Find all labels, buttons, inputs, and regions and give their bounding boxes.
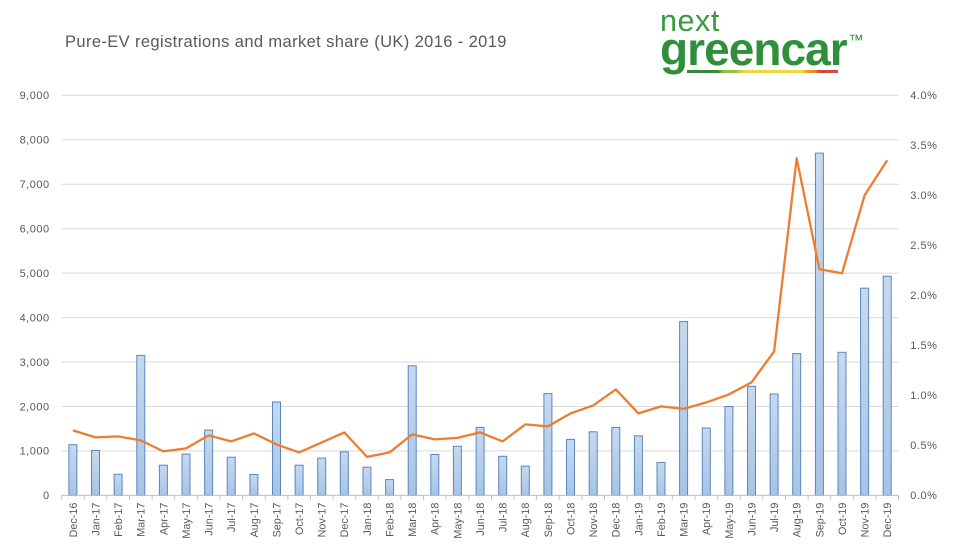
svg-text:0.5%: 0.5% [910,440,937,452]
svg-text:Oct-17: Oct-17 [294,503,306,535]
svg-text:Aug-19: Aug-19 [792,503,804,538]
svg-text:0: 0 [43,490,50,502]
svg-text:Mar-18: Mar-18 [407,503,419,537]
svg-text:Jan-18: Jan-18 [362,503,374,536]
svg-text:7,000: 7,000 [20,179,50,191]
svg-text:3.5%: 3.5% [910,140,937,152]
svg-text:Jan-19: Jan-19 [633,503,645,536]
svg-text:Feb-18: Feb-18 [385,503,397,537]
svg-text:1.5%: 1.5% [910,340,937,352]
svg-text:3.0%: 3.0% [910,190,937,202]
svg-text:Aug-18: Aug-18 [520,503,532,538]
svg-text:6,000: 6,000 [20,224,50,236]
svg-text:1.0%: 1.0% [910,390,937,402]
svg-text:Jul-18: Jul-18 [498,503,510,532]
svg-text:Sep-19: Sep-19 [814,503,826,538]
svg-text:Jul-19: Jul-19 [769,503,781,532]
svg-text:Feb-17: Feb-17 [113,503,125,537]
svg-text:Aug-17: Aug-17 [249,503,261,538]
svg-text:2.0%: 2.0% [910,290,937,302]
svg-text:Apr-18: Apr-18 [430,503,442,535]
svg-text:Nov-19: Nov-19 [860,503,872,538]
svg-text:Mar-19: Mar-19 [679,503,691,537]
svg-text:4.0%: 4.0% [910,90,937,102]
svg-text:Mar-17: Mar-17 [136,503,148,537]
svg-text:3,000: 3,000 [20,357,50,369]
svg-text:1,000: 1,000 [20,446,50,458]
svg-text:Oct-18: Oct-18 [565,503,577,535]
svg-text:Apr-17: Apr-17 [158,503,170,535]
svg-text:Dec-18: Dec-18 [611,503,623,538]
svg-text:Dec-16: Dec-16 [68,503,80,538]
svg-text:Jan-17: Jan-17 [90,503,102,536]
svg-text:Nov-18: Nov-18 [588,503,600,538]
svg-text:9,000: 9,000 [20,90,50,102]
svg-text:Feb-19: Feb-19 [656,503,668,537]
svg-text:5,000: 5,000 [20,268,50,280]
svg-text:Jun-17: Jun-17 [204,503,216,536]
svg-text:Jun-19: Jun-19 [746,503,758,536]
svg-text:May-19: May-19 [724,503,736,539]
svg-text:Dec-17: Dec-17 [339,503,351,538]
svg-text:Oct-19: Oct-19 [837,503,849,535]
svg-text:May-18: May-18 [452,503,464,539]
svg-text:Sep-18: Sep-18 [543,503,555,538]
svg-text:Jul-17: Jul-17 [226,503,238,532]
svg-text:2,000: 2,000 [20,401,50,413]
svg-text:Dec-19: Dec-19 [882,503,894,538]
svg-text:Jun-18: Jun-18 [475,503,487,536]
svg-text:2.5%: 2.5% [910,240,937,252]
svg-text:Nov-17: Nov-17 [317,503,329,538]
svg-text:0.0%: 0.0% [910,490,937,502]
svg-text:8,000: 8,000 [20,135,50,147]
svg-text:4,000: 4,000 [20,312,50,324]
svg-text:Sep-17: Sep-17 [271,503,283,538]
svg-text:May-17: May-17 [181,503,193,539]
svg-text:Apr-19: Apr-19 [701,503,713,535]
